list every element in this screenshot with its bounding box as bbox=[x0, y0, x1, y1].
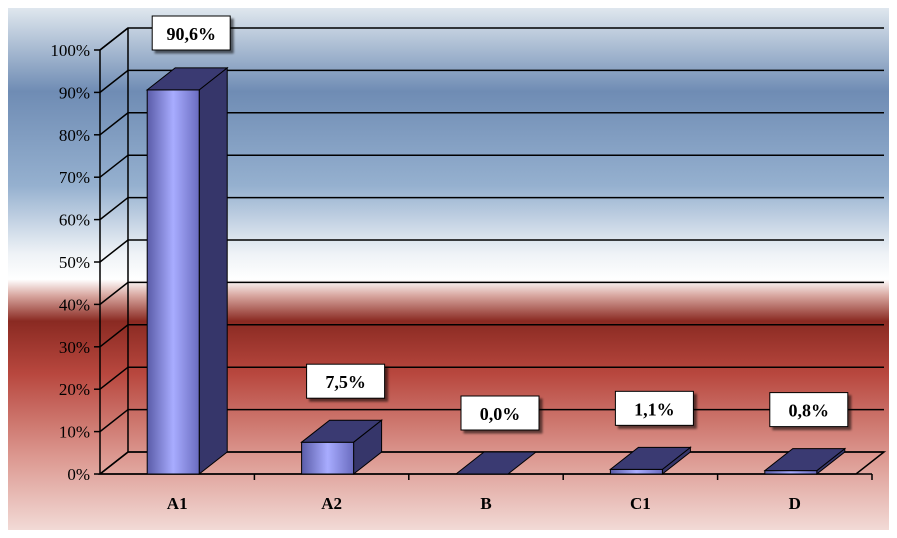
gridline bbox=[99, 69, 884, 93]
bar-D bbox=[763, 447, 847, 476]
y-tick-label: 80% bbox=[59, 126, 90, 145]
gridline bbox=[99, 281, 884, 305]
bar-top bbox=[454, 451, 538, 475]
data-label-box bbox=[151, 15, 231, 51]
gridline bbox=[99, 112, 884, 136]
data-label-text: 0,8% bbox=[789, 401, 830, 421]
x-category-label: C1 bbox=[630, 494, 651, 513]
bar-top bbox=[300, 419, 384, 443]
gridline bbox=[99, 239, 884, 263]
y-tick-label: 60% bbox=[59, 211, 90, 230]
y-tick-label: 40% bbox=[59, 295, 90, 314]
bar-top bbox=[608, 446, 692, 470]
gridline bbox=[99, 196, 884, 221]
y-tick-label: 50% bbox=[59, 253, 90, 272]
gridline bbox=[99, 27, 884, 51]
data-label-box bbox=[306, 363, 386, 399]
x-category-label: A2 bbox=[321, 494, 342, 513]
gridline bbox=[99, 324, 884, 348]
gridline bbox=[99, 366, 884, 390]
data-label-box bbox=[614, 390, 694, 426]
bar-front bbox=[764, 470, 818, 475]
data-label: 0,0% bbox=[460, 395, 540, 431]
bar-layer bbox=[145, 66, 847, 476]
data-label: 7,5% bbox=[306, 363, 386, 399]
label-layer: A1 90,6% A2 7,5% B 0,0% C1 1,1% D 0,8% bbox=[151, 15, 849, 513]
bar-front bbox=[146, 89, 200, 475]
data-label-text: 7,5% bbox=[325, 372, 366, 392]
bar-side bbox=[198, 66, 228, 476]
y-tick-label: 0% bbox=[67, 465, 90, 484]
bar-front bbox=[609, 468, 663, 475]
y-tick-label: 100% bbox=[50, 41, 90, 60]
data-label-text: 1,1% bbox=[634, 399, 675, 419]
data-label-box bbox=[769, 392, 849, 428]
gridline bbox=[99, 154, 884, 178]
data-label-text: 90,6% bbox=[166, 24, 216, 44]
y-tick-label: 70% bbox=[59, 168, 90, 187]
x-category-label: B bbox=[480, 494, 491, 513]
data-label-text: 0,0% bbox=[480, 404, 521, 424]
bar-top bbox=[763, 448, 847, 472]
bar-A1 bbox=[145, 66, 229, 476]
data-label: 90,6% bbox=[151, 15, 231, 51]
data-label: 1,1% bbox=[614, 390, 694, 426]
bar-A2 bbox=[300, 419, 384, 476]
data-label-box bbox=[460, 395, 540, 431]
bar-top bbox=[145, 67, 229, 91]
bar-B bbox=[454, 451, 538, 475]
y-tick-label: 90% bbox=[59, 83, 90, 102]
y-tick-label: 10% bbox=[59, 423, 90, 442]
y-tick-label: 20% bbox=[59, 380, 90, 399]
x-category-label: D bbox=[789, 494, 801, 513]
bar-C1 bbox=[608, 446, 692, 476]
x-category-label: A1 bbox=[167, 494, 188, 513]
bar-front bbox=[301, 441, 355, 475]
y-tick-label: 30% bbox=[59, 338, 90, 357]
data-label: 0,8% bbox=[769, 392, 849, 428]
